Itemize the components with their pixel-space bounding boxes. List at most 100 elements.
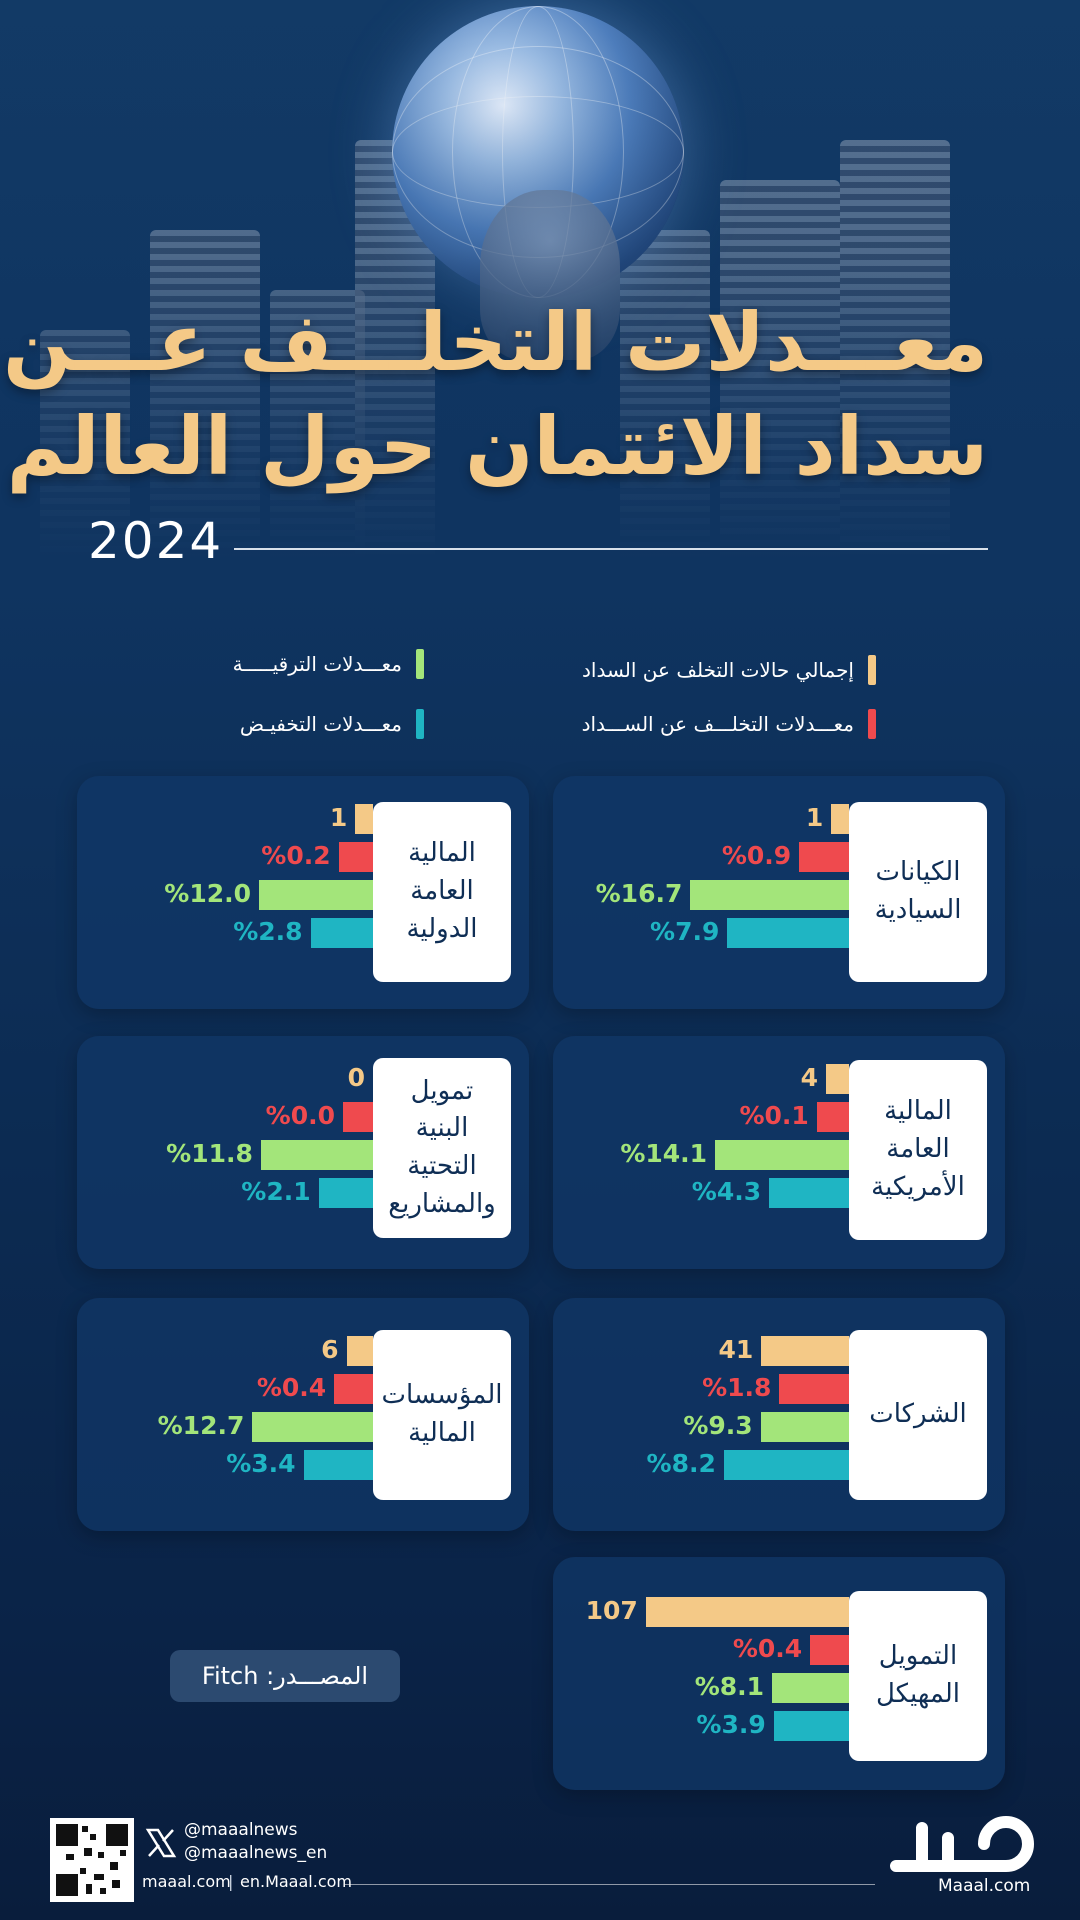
bar-upgrade-rate [259, 880, 373, 910]
bar-total-defaults [826, 1064, 849, 1094]
category-label: المالية العامة الأمريكية [871, 1096, 965, 1202]
qr-cell [112, 1880, 120, 1888]
title-divider [234, 548, 988, 550]
qr-cell [120, 1850, 126, 1856]
qr-cell [56, 1824, 78, 1846]
category-label-box: المالية العامة الأمريكية [849, 1060, 987, 1240]
card-financial-institutions: المؤسسات المالية 6 %0.4 %12.7 %3.4 [77, 1298, 529, 1531]
title-line-2: سداد الائتمان حول العالم [6, 400, 988, 493]
bar-downgrade-rate [773, 1711, 849, 1741]
value-label-default-rate: %1.8 [702, 1373, 772, 1402]
legend-swatch [416, 709, 424, 739]
bar-default-rate [343, 1102, 373, 1132]
value-label-upgrade-rate: %16.7 [595, 879, 683, 908]
site-separator: | [228, 1872, 234, 1891]
bar-default-rate [816, 1102, 849, 1132]
bar-default-rate [334, 1374, 373, 1404]
category-label-box: الشركات [849, 1330, 987, 1500]
legend-label: معـــدلات التخفيـض [239, 712, 402, 736]
category-label-box: تمويل البنية التحتية والمشاريع [373, 1058, 511, 1238]
value-label-downgrade-rate: %3.9 [696, 1710, 766, 1739]
qr-cell [98, 1852, 104, 1858]
site-link-ar[interactable]: maaal.com [142, 1872, 231, 1891]
value-label-total-defaults: 4 [800, 1063, 818, 1092]
bar-default-rate [338, 842, 373, 872]
category-label-box: المالية العامة الدولية [373, 802, 511, 982]
value-label-total-defaults: 107 [585, 1596, 638, 1625]
card-us-public-finance: المالية العامة الأمريكية 4 %0.1 %14.1 %4.3 [553, 1036, 1005, 1269]
value-label-default-rate: %0.1 [739, 1101, 809, 1130]
legend-label: معـــدلات الترقيـــــة [232, 652, 402, 676]
value-label-upgrade-rate: %12.7 [157, 1411, 245, 1440]
bar-total-defaults [346, 1336, 373, 1366]
category-label: المالية العامة الدولية [406, 838, 478, 944]
qr-cell [86, 1884, 92, 1894]
qr-cell [66, 1854, 74, 1860]
qr-cell [94, 1874, 104, 1880]
bar-total-defaults [831, 804, 849, 834]
value-label-total-defaults: 41 [718, 1335, 754, 1364]
value-label-downgrade-rate: %8.2 [646, 1449, 716, 1478]
bar-total-defaults [761, 1336, 849, 1366]
value-label-downgrade-rate: %2.8 [233, 917, 303, 946]
value-label-default-rate: %0.9 [721, 841, 792, 870]
source-badge: المصـــدر: Fitch [170, 1650, 400, 1702]
value-label-default-rate: %0.2 [261, 841, 331, 870]
bar-upgrade-rate [760, 1412, 849, 1442]
bar-downgrade-rate [727, 918, 849, 948]
bar-default-rate [799, 842, 849, 872]
year-label: 2024 [88, 512, 224, 570]
social-handle-en[interactable]: @maaalnews_en [184, 1843, 328, 1863]
value-label-default-rate: %0.0 [265, 1101, 335, 1130]
value-label-upgrade-rate: %11.8 [166, 1139, 253, 1168]
legend-item-default-rate: معـــدلات التخلـــف عن الســـداد [582, 708, 876, 740]
site-link-en[interactable]: en.Maaal.com [240, 1872, 352, 1891]
qr-cell [90, 1834, 96, 1840]
qr-cell [82, 1826, 88, 1832]
card-infrastructure-project-finance: تمويل البنية التحتية والمشاريع 0 %0.0 %11.8 %2.… [77, 1036, 529, 1269]
value-label-upgrade-rate: %8.1 [694, 1672, 765, 1701]
hero-image [0, 0, 1080, 560]
bar-default-rate [779, 1374, 849, 1404]
x-logo-icon[interactable] [144, 1826, 178, 1860]
qr-cell [80, 1868, 86, 1874]
category-label-box: الكيانات السيادية [849, 802, 987, 982]
bar-upgrade-rate [772, 1673, 849, 1703]
bar-upgrade-rate [252, 1412, 373, 1442]
value-label-upgrade-rate: %9.3 [683, 1411, 753, 1440]
legend-item-downgrade-rate: معـــدلات التخفيـض [240, 708, 424, 740]
value-label-upgrade-rate: %12.0 [164, 879, 251, 908]
category-label: الشركات [869, 1399, 967, 1430]
qr-code-icon[interactable] [50, 1818, 134, 1902]
bar-downgrade-rate [769, 1178, 849, 1208]
footer-divider [345, 1884, 875, 1885]
bar-default-rate [810, 1635, 849, 1665]
category-label: تمويل البنية التحتية والمشاريع [388, 1075, 496, 1219]
card-sovereigns: الكيانات السيادية 1 %0.9 %16.7 %7.9 [553, 776, 1005, 1009]
legend-item-total-defaults: إجمالي حالات التخلف عن السداد [582, 654, 876, 686]
card-structured-finance: التمويل المهيكل 107 %0.4 %8.1 %3.9 [553, 1557, 1005, 1790]
bar-downgrade-rate [310, 918, 373, 948]
logo-caption: Maaal.com [938, 1876, 1031, 1896]
value-label-default-rate: %0.4 [256, 1373, 327, 1402]
qr-cell [100, 1888, 106, 1894]
qr-cell [106, 1824, 128, 1846]
bar-downgrade-rate [723, 1450, 849, 1480]
qr-cell [56, 1874, 78, 1896]
value-label-total-defaults: 1 [805, 803, 824, 832]
bar-total-defaults [355, 804, 373, 834]
value-label-downgrade-rate: %7.9 [650, 917, 720, 946]
category-label: الكيانات السيادية [874, 857, 962, 925]
value-label-downgrade-rate: %2.1 [241, 1177, 311, 1206]
legend-swatch [868, 709, 876, 739]
category-label: التمويل المهيكل [875, 1641, 961, 1709]
maaal-logo-icon [890, 1816, 1034, 1872]
value-label-total-defaults: 6 [321, 1335, 339, 1364]
qr-cell [84, 1848, 92, 1856]
bar-upgrade-rate [690, 880, 849, 910]
legend-label: معـــدلات التخلـــف عن الســـداد [581, 712, 854, 736]
social-handle-ar[interactable]: @maaalnews [184, 1820, 298, 1840]
qr-cell [110, 1862, 118, 1870]
category-label-box: المؤسسات المالية [373, 1330, 511, 1500]
bar-downgrade-rate [318, 1178, 373, 1208]
